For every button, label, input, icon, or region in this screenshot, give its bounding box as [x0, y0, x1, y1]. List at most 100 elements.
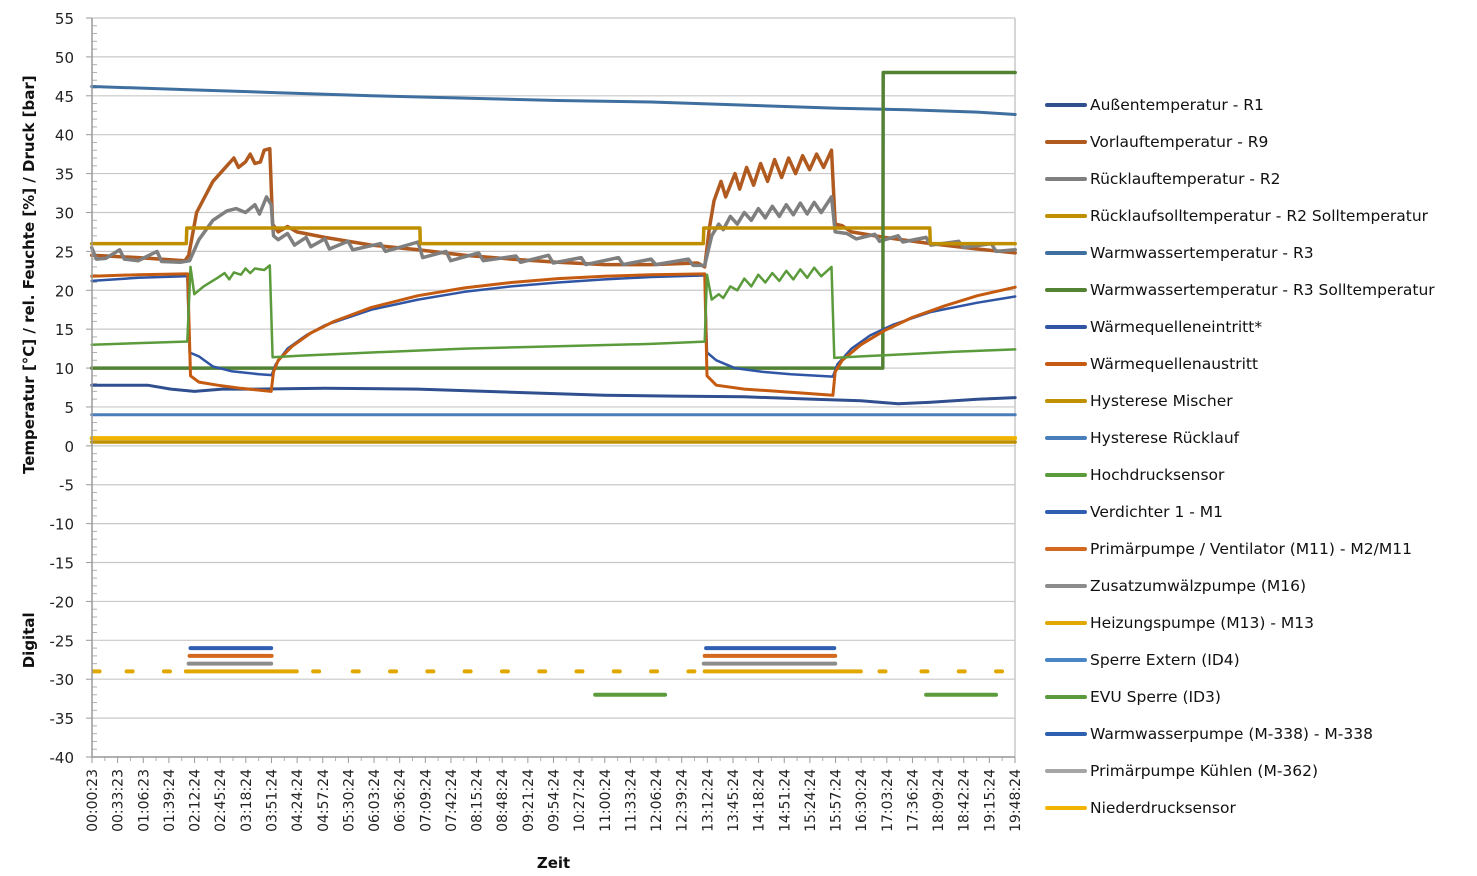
x-tick-label: 16:30:24: [854, 769, 870, 832]
x-axis-title: Zeit: [537, 854, 570, 872]
legend-swatch: [1045, 324, 1087, 329]
x-tick-label: 11:33:24: [623, 769, 639, 832]
x-tick-label: 08:48:24: [495, 769, 511, 832]
legend-label: Warmwassertemperatur - R3: [1090, 243, 1314, 262]
x-tick-label: 15:57:24: [829, 769, 845, 832]
legend-label: Sperre Extern (ID4): [1090, 650, 1240, 669]
x-tick-label: 18:42:24: [957, 769, 973, 832]
legend-item: Sperre Extern (ID4): [1045, 641, 1475, 678]
legend-swatch: [1045, 361, 1087, 366]
y-tick-label: 55: [55, 10, 74, 28]
legend-swatch: [1045, 731, 1087, 736]
legend-item: Primärpumpe Kühlen (M-362): [1045, 752, 1475, 789]
legend-item: Heizungspumpe (M13) - M13: [1045, 604, 1475, 641]
y-tick-label: -15: [50, 555, 75, 573]
x-tick-label: 17:36:24: [905, 769, 921, 832]
series-line-3: [89, 195, 1017, 268]
legend-label: Hysterese Rücklauf: [1090, 428, 1240, 447]
y-tick-label: 45: [55, 88, 74, 106]
legend-item: Außentemperatur - R1: [1045, 86, 1475, 123]
x-tick-label: 01:39:24: [162, 769, 178, 832]
y-tick-label: -40: [50, 749, 75, 767]
series-line-6: [89, 70, 1017, 370]
x-tick-label: 01:06:23: [136, 769, 152, 832]
legend-label: Wärmequelleneintritt*: [1090, 317, 1263, 336]
x-tick-label: 05:30:24: [341, 769, 357, 832]
x-tick-label: 14:51:24: [777, 769, 793, 832]
series-layer: [89, 70, 1017, 444]
x-tick-label: 12:39:24: [675, 769, 691, 832]
series-line-5: [90, 85, 1017, 116]
legend-swatch: [1045, 509, 1087, 514]
legend-item: Warmwassertemperatur - R3 Solltemperatur: [1045, 271, 1475, 308]
x-tick-label: 03:18:24: [239, 769, 255, 832]
legend-label: Vorlauftemperatur - R9: [1090, 132, 1269, 151]
y-tick-label: 5: [64, 399, 74, 417]
y-tick-label: 35: [55, 166, 74, 184]
legend-label: Außentemperatur - R1: [1090, 95, 1264, 114]
x-tick-label: 08:15:24: [470, 769, 486, 832]
legend-item: Verdichter 1 - M1: [1045, 493, 1475, 530]
y-tick-label: -20: [50, 593, 75, 611]
legend-item: Wärmequelleneintritt*: [1045, 308, 1475, 345]
legend-label: Hochdrucksensor: [1090, 465, 1225, 484]
legend-label: Hysterese Mischer: [1090, 391, 1233, 410]
digital-layer: [89, 436, 1018, 697]
y-tick-label: -30: [50, 671, 75, 689]
legend-item: Vorlauftemperatur - R9: [1045, 123, 1475, 160]
x-tick-label: 19:48:24: [1008, 769, 1024, 832]
y-tick-label: -25: [50, 632, 75, 650]
legend-swatch: [1045, 768, 1087, 773]
y-tick-label: 10: [55, 360, 74, 378]
legend-swatch: [1045, 546, 1087, 551]
legend-label: Warmwassertemperatur - R3 Solltemperatur: [1090, 280, 1435, 299]
legend-swatch: [1045, 435, 1087, 440]
y-tick-label: 30: [55, 204, 74, 222]
x-tick-label: 18:09:24: [931, 769, 947, 832]
x-tick-label: 02:12:24: [188, 769, 204, 832]
legend-item: Hochdrucksensor: [1045, 456, 1475, 493]
legend-item: Hysterese Rücklauf: [1045, 419, 1475, 456]
legend-item: Zusatzumwälzpumpe (M16): [1045, 567, 1475, 604]
legend-item: EVU Sperre (ID3): [1045, 678, 1475, 715]
y-tick-label: -10: [50, 516, 75, 534]
x-tick-label: 14:18:24: [752, 769, 768, 832]
legend-swatch: [1045, 398, 1087, 403]
x-tick-label: 09:21:24: [521, 769, 537, 832]
legend-item: Warmwasserpumpe (M-338) - M-338: [1045, 715, 1475, 752]
y-tick-label: 0: [64, 438, 74, 456]
x-tick-label: 06:36:24: [393, 769, 409, 832]
legend-swatch: [1045, 176, 1087, 181]
legend-swatch: [1045, 287, 1087, 292]
legend-label: Zusatzumwälzpumpe (M16): [1090, 576, 1307, 595]
y-tick-label: 20: [55, 282, 74, 300]
y-tick-label: -5: [59, 477, 74, 495]
x-tick-label: 00:00:23: [85, 769, 101, 832]
legend-label: Niederdrucksensor: [1090, 798, 1236, 817]
series-line-4: [89, 226, 1017, 246]
legend-swatch: [1045, 213, 1087, 218]
legend-swatch: [1045, 139, 1087, 144]
legend-item: Niederdrucksensor: [1045, 789, 1475, 826]
y-tick-label: 15: [55, 321, 74, 339]
x-tick-label: 07:09:24: [418, 769, 434, 832]
legend-item: Rücklaufsolltemperatur - R2 Solltemperat…: [1045, 197, 1475, 234]
legend-swatch: [1045, 583, 1087, 588]
series-line-11: [90, 264, 1017, 360]
x-tick-label: 10:27:24: [572, 769, 588, 832]
x-axis-ticks: 00:00:23 00:33:23 01:06:23 01:39:24 02:12:24…: [85, 757, 1024, 832]
legend-swatch: [1045, 472, 1087, 477]
legend-item: Primärpumpe / Ventilator (M11) - M2/M11: [1045, 530, 1475, 567]
x-tick-label: 13:45:24: [726, 769, 742, 832]
y-axis-ticks: 5550454035302520151050-5-10-15-20-25-30-…: [50, 10, 97, 767]
legend-label: Primärpumpe Kühlen (M-362): [1090, 761, 1319, 780]
y-tick-label: 50: [55, 49, 74, 67]
x-tick-label: 04:57:24: [316, 769, 332, 832]
series-line-1: [90, 383, 1017, 406]
legend-label: Primärpumpe / Ventilator (M11) - M2/M11: [1090, 539, 1412, 558]
legend-swatch: [1045, 694, 1087, 699]
x-tick-label: 15:24:24: [803, 769, 819, 832]
x-tick-label: 06:03:24: [367, 769, 383, 832]
x-tick-label: 03:51:24: [264, 769, 280, 832]
